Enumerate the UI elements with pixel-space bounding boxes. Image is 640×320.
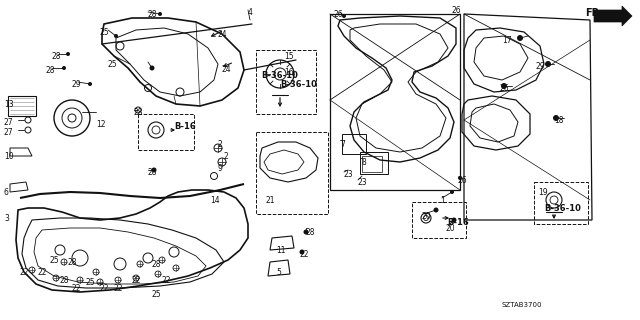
Text: 22: 22 xyxy=(38,268,47,277)
Bar xyxy=(362,156,382,172)
Text: 8: 8 xyxy=(362,158,367,167)
Text: 24: 24 xyxy=(222,65,232,74)
Text: 28: 28 xyxy=(68,258,77,267)
Circle shape xyxy=(450,190,454,194)
Text: 9: 9 xyxy=(218,164,223,173)
Text: 10: 10 xyxy=(4,152,13,161)
Text: 12: 12 xyxy=(96,120,106,129)
Text: 11: 11 xyxy=(276,246,285,255)
Text: 13: 13 xyxy=(4,100,13,109)
Circle shape xyxy=(152,167,157,172)
Text: B-36-10: B-36-10 xyxy=(544,204,581,213)
Text: 7: 7 xyxy=(340,140,345,149)
Circle shape xyxy=(517,35,523,41)
Text: 14: 14 xyxy=(210,196,220,205)
Text: 25: 25 xyxy=(50,256,60,265)
Text: 28: 28 xyxy=(148,168,157,177)
Text: 22: 22 xyxy=(300,250,310,259)
Text: 2: 2 xyxy=(218,140,223,149)
Circle shape xyxy=(303,229,308,235)
Text: 26: 26 xyxy=(500,84,509,93)
Text: 22: 22 xyxy=(162,276,172,285)
Circle shape xyxy=(433,207,438,212)
Text: B-36-10: B-36-10 xyxy=(280,80,317,89)
Bar xyxy=(412,202,466,238)
Text: FR.: FR. xyxy=(585,8,603,18)
Circle shape xyxy=(62,66,66,70)
Circle shape xyxy=(545,61,551,67)
Text: 28: 28 xyxy=(152,260,161,269)
Bar xyxy=(360,152,388,174)
Text: 22: 22 xyxy=(132,276,141,285)
Text: 23: 23 xyxy=(358,178,367,187)
Text: 23: 23 xyxy=(344,170,354,179)
Text: B-16: B-16 xyxy=(174,122,196,131)
Bar xyxy=(342,134,366,154)
Text: 22: 22 xyxy=(114,284,124,293)
Text: 15: 15 xyxy=(284,52,294,61)
Text: 28: 28 xyxy=(52,52,61,61)
Circle shape xyxy=(451,218,456,222)
Text: 28: 28 xyxy=(148,10,157,19)
Text: 16: 16 xyxy=(284,68,294,77)
Text: 1: 1 xyxy=(440,196,445,205)
Text: 29: 29 xyxy=(536,62,546,71)
Text: 6: 6 xyxy=(4,188,9,197)
Text: 24: 24 xyxy=(218,30,228,39)
Text: 28: 28 xyxy=(134,108,143,117)
Text: 28: 28 xyxy=(305,228,314,237)
Text: B-36-10: B-36-10 xyxy=(262,71,298,81)
Circle shape xyxy=(114,34,118,38)
Text: 19: 19 xyxy=(538,188,548,197)
Circle shape xyxy=(342,14,346,18)
Text: 2: 2 xyxy=(224,152,228,161)
Text: 28: 28 xyxy=(46,66,56,75)
Text: 20: 20 xyxy=(446,224,456,233)
Circle shape xyxy=(150,66,154,70)
Text: 22: 22 xyxy=(100,284,109,293)
Text: 26: 26 xyxy=(334,10,344,19)
Text: 25: 25 xyxy=(152,290,162,299)
Text: 4: 4 xyxy=(248,8,253,17)
Text: 27: 27 xyxy=(4,128,13,137)
Text: 26: 26 xyxy=(458,176,468,185)
Text: B-16: B-16 xyxy=(447,218,468,227)
Text: 25: 25 xyxy=(108,60,118,69)
Polygon shape xyxy=(594,6,632,26)
Circle shape xyxy=(300,250,305,254)
Circle shape xyxy=(458,176,462,180)
Circle shape xyxy=(553,115,559,121)
Text: 25: 25 xyxy=(100,28,109,37)
Circle shape xyxy=(158,12,162,16)
Text: 21: 21 xyxy=(266,196,275,205)
Bar xyxy=(534,182,588,224)
Text: 18: 18 xyxy=(554,116,563,125)
Bar xyxy=(256,132,328,214)
Text: 5: 5 xyxy=(276,268,281,277)
Text: 27: 27 xyxy=(4,118,13,127)
Text: 28: 28 xyxy=(60,276,70,285)
Text: 26: 26 xyxy=(452,6,461,15)
Text: 20: 20 xyxy=(422,212,431,221)
Bar xyxy=(138,114,194,150)
Text: 17: 17 xyxy=(502,36,511,45)
Circle shape xyxy=(88,82,92,86)
Circle shape xyxy=(66,52,70,56)
Bar xyxy=(256,50,316,114)
Text: 25: 25 xyxy=(86,278,95,287)
Text: 22: 22 xyxy=(20,268,29,277)
Text: 29: 29 xyxy=(72,80,82,89)
Text: 3: 3 xyxy=(4,214,9,223)
Text: 22: 22 xyxy=(72,284,81,293)
Text: SZTAB3700: SZTAB3700 xyxy=(502,302,543,308)
Circle shape xyxy=(501,83,507,89)
